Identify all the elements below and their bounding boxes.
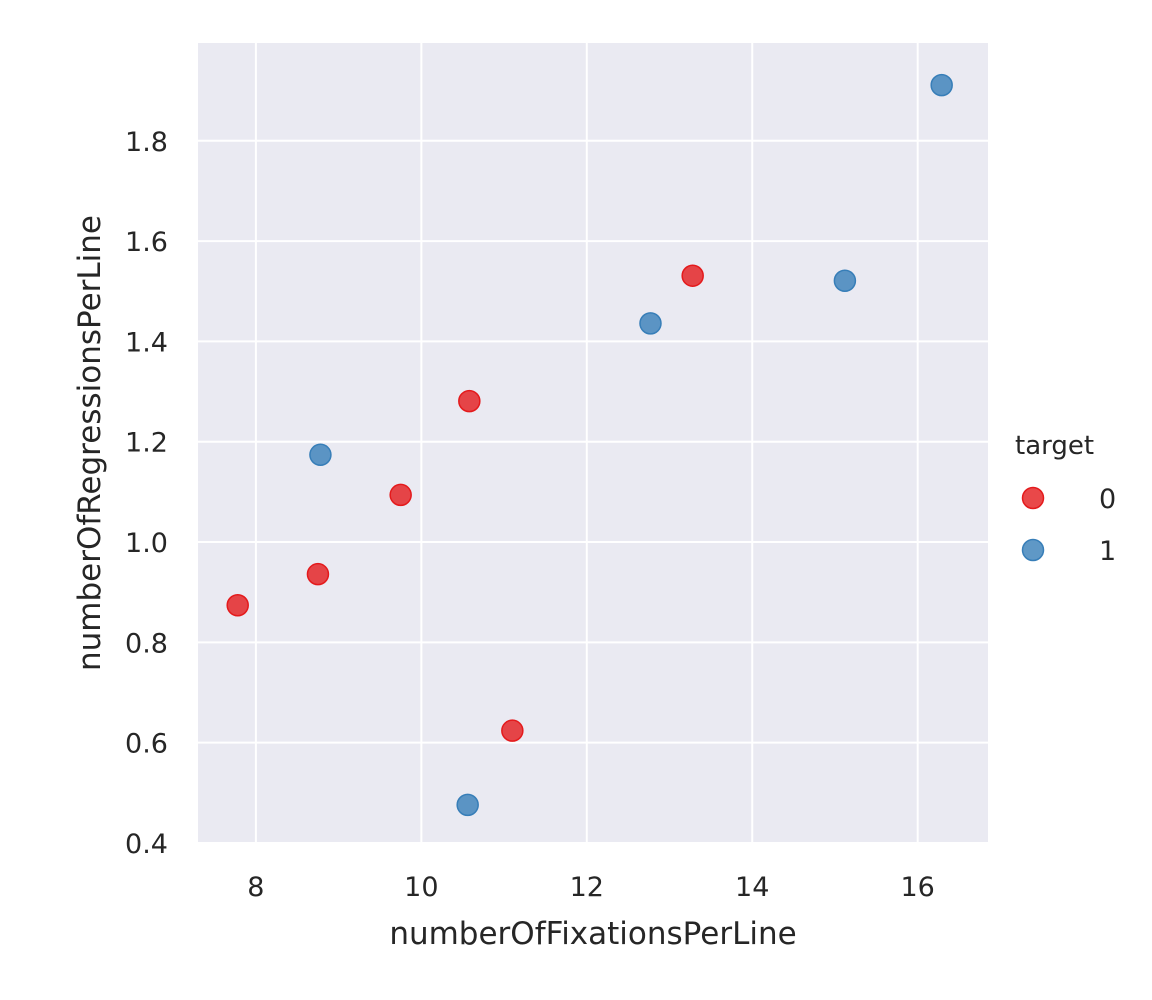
scatter-point-target-1	[456, 793, 479, 817]
scatter-point-target-1	[309, 443, 332, 467]
scatter-point-target-0	[681, 264, 704, 287]
y-tick-label: 1.6	[125, 227, 168, 258]
y-axis-label: numberOfRegressionsPerLine	[72, 215, 108, 671]
scatter-point-target-0	[501, 719, 524, 742]
x-axis-label: numberOfFixationsPerLine	[389, 916, 796, 952]
scatter-point-target-0	[226, 594, 249, 617]
x-tick-labels: 8 10 12 14 16	[247, 872, 935, 903]
plot-background	[198, 43, 988, 843]
legend: target 01	[1015, 431, 1116, 567]
y-tick-label: 1.8	[125, 127, 168, 158]
grid-lines	[198, 43, 988, 844]
y-tick-label: 1.4	[125, 327, 168, 358]
x-tick-label: 16	[901, 872, 935, 903]
legend-label-1: 1	[1099, 536, 1116, 567]
scatter-point-target-1	[639, 312, 662, 335]
scatter-point-target-1	[930, 73, 953, 97]
y-tick-label: 0.4	[125, 829, 168, 860]
scatter-point-target-0	[306, 562, 330, 586]
legend-marker-1	[1021, 538, 1045, 562]
legend-title: target	[1015, 431, 1094, 461]
data-points	[226, 73, 953, 817]
x-tick-label: 12	[570, 872, 604, 903]
legend-marker-0	[1021, 486, 1045, 510]
scatter-point-target-0	[389, 483, 412, 507]
legend-label-0: 0	[1099, 484, 1116, 515]
y-tick-label: 1.0	[125, 528, 168, 559]
scatter-point-target-1	[833, 269, 857, 292]
y-tick-labels: 0.4 0.6 0.8 1.0 1.2 1.4 1.6 1.8	[125, 127, 168, 860]
scatter-point-target-0	[458, 389, 481, 413]
x-tick-label: 8	[247, 872, 264, 903]
y-tick-label: 0.6	[125, 729, 168, 760]
y-tick-label: 1.2	[125, 428, 168, 459]
legend-items: 01	[1021, 484, 1116, 567]
x-tick-label: 14	[735, 872, 769, 903]
x-tick-label: 10	[404, 872, 438, 903]
y-tick-label: 0.8	[125, 628, 168, 659]
